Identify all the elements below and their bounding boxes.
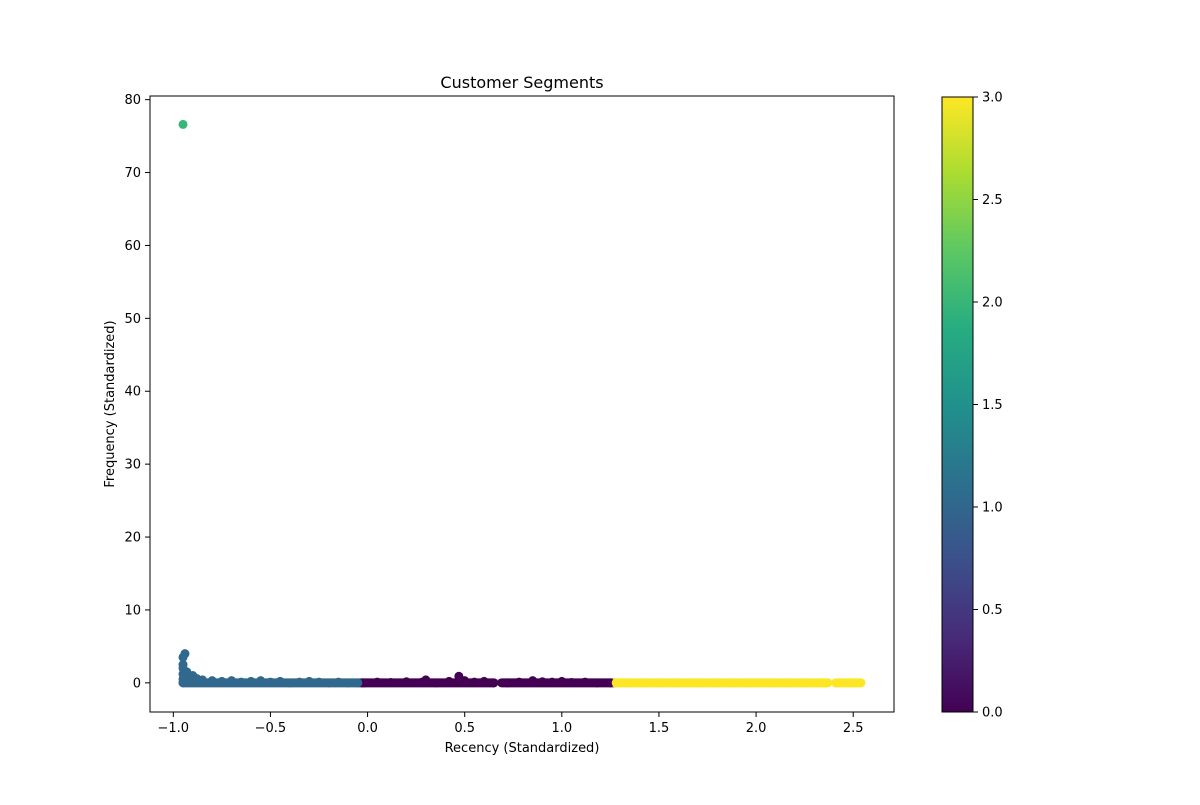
cluster-1-point <box>246 676 256 686</box>
cluster-3-point <box>728 678 738 688</box>
x-tick-label: −1.0 <box>158 721 190 736</box>
cluster-0-point <box>386 677 396 687</box>
cluster-1-point <box>343 678 353 688</box>
colorbar-axis: 0.0 0.5 1.0 1.5 2.0 2.5 3.0 <box>973 91 1003 721</box>
cluster-3-point <box>786 678 796 688</box>
cluster-1-point <box>295 677 305 687</box>
cluster-1-point <box>217 676 227 686</box>
y-tick-label: 50 <box>124 312 141 327</box>
cluster-1-point <box>304 676 314 686</box>
cluster-0-point <box>557 676 567 686</box>
cluster-1-point <box>197 675 207 685</box>
x-tick-label: 2.0 <box>746 721 767 736</box>
y-tick-label: 10 <box>124 603 141 618</box>
cluster-0-point <box>502 678 512 688</box>
x-tick-label: 1.5 <box>649 721 670 736</box>
cluster-1-point <box>265 677 275 687</box>
colorbar-tick-label: 1.0 <box>982 501 1003 516</box>
cluster-1-point <box>324 678 334 688</box>
cluster-1-point <box>207 676 217 686</box>
x-tick-label: 0.0 <box>357 721 378 736</box>
x-axis: −1.0 −0.5 0.0 0.5 1.0 1.5 2.0 2.5 <box>158 712 864 736</box>
cluster-3-point <box>654 678 664 688</box>
cluster-1-point <box>285 678 295 688</box>
y-tick-label: 60 <box>124 239 141 254</box>
y-tick-label: 0 <box>133 676 141 691</box>
cluster-0-point <box>537 677 547 687</box>
y-tick-label: 20 <box>124 531 141 546</box>
cluster-0-point <box>567 677 577 687</box>
cluster-1-point <box>256 676 266 686</box>
cluster-0-point <box>401 677 411 687</box>
cluster-1-point <box>178 660 188 670</box>
cluster-3-point <box>611 678 621 688</box>
y-tick-label: 30 <box>124 458 141 473</box>
cluster-2-point <box>178 119 188 129</box>
cluster-3-point <box>712 678 722 688</box>
cluster-3-point <box>854 678 864 688</box>
colorbar-tick-label: 3.0 <box>982 91 1003 106</box>
cluster-3-point <box>821 678 831 688</box>
cluster-0-point <box>372 677 382 687</box>
cluster-0-point <box>547 677 557 687</box>
cluster-3-point <box>844 678 854 688</box>
cluster-0-point <box>580 677 590 687</box>
y-tick-label: 80 <box>124 93 141 108</box>
cluster-3-point <box>638 678 648 688</box>
cluster-3-point <box>833 678 843 688</box>
cluster-0-point <box>514 677 524 687</box>
cluster-0-point <box>431 678 441 688</box>
cluster-0-point <box>421 675 431 685</box>
x-tick-label: 2.5 <box>843 721 864 736</box>
cluster-0-point <box>469 677 479 687</box>
x-tick-label: 1.0 <box>551 721 572 736</box>
cluster-0-point <box>592 678 602 688</box>
cluster-3-point <box>813 678 823 688</box>
colorbar <box>941 96 974 713</box>
x-tick-label: 0.5 <box>454 721 475 736</box>
cluster-3-point <box>669 678 679 688</box>
y-tick-label: 70 <box>124 166 141 181</box>
scatter-marks <box>178 119 866 688</box>
cluster-0-point <box>479 676 489 686</box>
x-tick-label: −0.5 <box>255 721 287 736</box>
cluster-3-point <box>625 678 635 688</box>
y-axis: 0 10 20 30 40 50 60 70 80 <box>124 93 150 691</box>
cluster-3-point <box>683 678 693 688</box>
cluster-3-point <box>741 678 751 688</box>
cluster-0-point <box>444 676 454 686</box>
cluster-0-point <box>528 676 538 686</box>
cluster-1-point <box>314 677 324 687</box>
cluster-1-point <box>180 649 190 659</box>
colorbar-tick-label: 0.0 <box>982 706 1003 721</box>
cluster-1-point <box>353 678 363 688</box>
colorbar-tick-label: 2.5 <box>982 193 1003 208</box>
cluster-3-point <box>755 678 765 688</box>
chart-title: Customer Segments <box>440 73 603 92</box>
colorbar-tick-label: 2.0 <box>982 296 1003 311</box>
colorbar-tick-label: 0.5 <box>982 603 1003 618</box>
x-axis-label: Recency (Standardized) <box>445 741 600 756</box>
colorbar-tick-label: 1.5 <box>982 398 1003 413</box>
cluster-3-point <box>697 678 707 688</box>
cluster-1-point <box>236 677 246 687</box>
cluster-1-point <box>333 677 343 687</box>
y-axis-label: Frequency (Standardized) <box>103 320 118 487</box>
y-tick-label: 40 <box>124 385 141 400</box>
plot-frame <box>149 95 895 713</box>
cluster-0-point <box>489 678 499 688</box>
cluster-1-point <box>227 676 237 686</box>
cluster-0-point <box>460 676 470 686</box>
cluster-3-point <box>800 678 810 688</box>
cluster-1-point <box>275 676 285 686</box>
cluster-3-point <box>771 678 781 688</box>
